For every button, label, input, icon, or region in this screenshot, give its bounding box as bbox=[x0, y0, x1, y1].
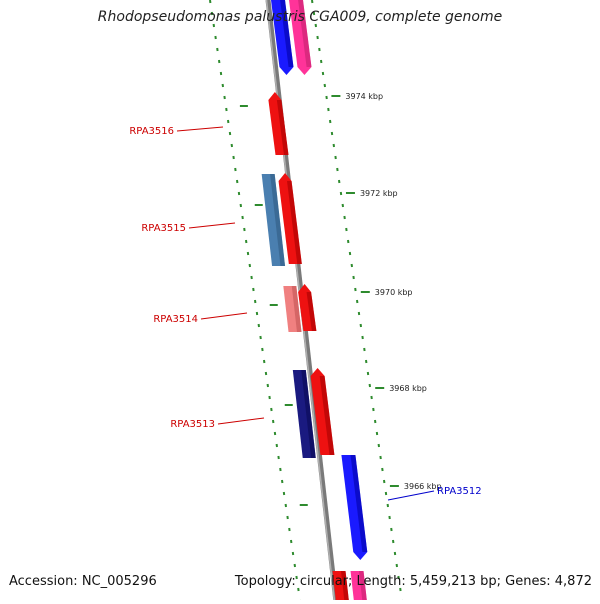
scale-label: 3970 kbp bbox=[375, 288, 413, 297]
genome-title: Rhodopseudomonas palustris CGA009, compl… bbox=[0, 9, 600, 25]
feature-label: RPA3515 bbox=[141, 223, 186, 234]
genome-summary-text: Topology: circular; Length: 5,459,213 bp… bbox=[235, 574, 592, 589]
scale-label: 3966 kbp bbox=[404, 482, 442, 491]
feature-leader-line bbox=[201, 313, 247, 319]
feature-leader-line bbox=[388, 491, 434, 500]
scale-label: 3974 kbp bbox=[345, 92, 383, 101]
feature-label: RPA3514 bbox=[153, 314, 198, 325]
scale-label: 3972 kbp bbox=[360, 189, 398, 198]
feature-leader-line bbox=[177, 127, 223, 131]
feature-label: RPA3516 bbox=[129, 126, 174, 137]
scale-label: 3968 kbp bbox=[389, 384, 427, 393]
feature-leader-line bbox=[189, 223, 235, 228]
feature-leader-line bbox=[218, 418, 264, 424]
feature-label: RPA3512 bbox=[437, 486, 482, 497]
accession-text: Accession: NC_005296 bbox=[9, 574, 157, 589]
feature-label: RPA3513 bbox=[170, 419, 215, 430]
